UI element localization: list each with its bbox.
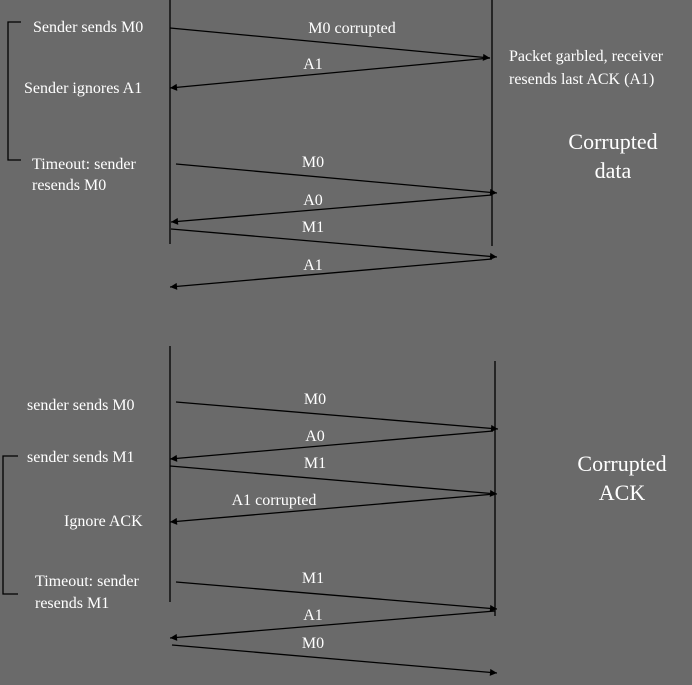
bottom-ignore-ack: Ignore ACK xyxy=(64,513,143,530)
bottom-timeout-line1: Timeout: sender xyxy=(35,573,139,590)
bottom-msg-label-m1: M1 xyxy=(303,455,327,472)
bottom-msg-label-m0-final: M0 xyxy=(301,635,325,652)
top-arrow-a0 xyxy=(170,194,493,225)
top-msg-label-m0: M0 xyxy=(301,154,325,171)
top-sender-sends-m0: Sender sends M0 xyxy=(33,19,144,36)
bottom-sender-sends-m1: sender sends M1 xyxy=(27,449,135,466)
section-corrupted-ack-line2: ACK xyxy=(598,480,646,505)
section-corrupted-data: Corrupted data xyxy=(568,127,657,185)
receiver-note-line1: Packet garbled, receiver xyxy=(509,48,664,65)
bottom-msg-label-a1: A1 xyxy=(303,607,323,624)
section-corrupted-ack: Corrupted ACK xyxy=(577,449,666,507)
bottom-timeout-line2: resends M1 xyxy=(35,595,110,612)
top-arrow-a1 xyxy=(169,57,491,91)
top-arrow-m0 xyxy=(175,163,498,196)
bottom-bracket xyxy=(2,455,18,595)
section-corrupted-data-line1: Corrupted xyxy=(568,129,658,154)
top-msg-label-m1: M1 xyxy=(301,219,325,236)
receiver-note-line2: resends last ACK (A1) xyxy=(509,71,655,88)
bottom-msg-label-m0: M0 xyxy=(303,391,327,408)
top-bracket xyxy=(7,21,21,161)
bottom-arrow-a0 xyxy=(169,430,494,462)
bottom-arrow-m0-final xyxy=(171,644,498,676)
top-sender-ignores-a1: Sender ignores A1 xyxy=(24,80,143,97)
section-corrupted-data-line2: data xyxy=(594,158,632,183)
top-arrow-m0-corrupted xyxy=(169,27,491,61)
bottom-arrow-a1-corrupted xyxy=(169,493,496,525)
top-msg-label-a0: A0 xyxy=(303,192,323,209)
top-msg-label-m0-corrupted: M0 corrupted xyxy=(308,20,396,37)
top-timeout-line1: Timeout: sender xyxy=(32,156,136,173)
bottom-arrow-m0 xyxy=(175,401,499,432)
bottom-arrow-m1-resend xyxy=(175,581,498,612)
bottom-sender-sends-m0: sender sends M0 xyxy=(27,397,135,414)
bottom-msg-label-a0: A0 xyxy=(305,428,325,445)
section-corrupted-ack-line1: Corrupted xyxy=(577,451,667,476)
top-arrow-m1 xyxy=(170,228,498,260)
bottom-arrow-a1 xyxy=(169,610,496,641)
top-msg-label-a1-final: A1 xyxy=(303,257,323,274)
bottom-arrow-m1 xyxy=(169,465,498,497)
top-timeout-line2: resends M0 xyxy=(32,177,107,194)
top-msg-label-a1: A1 xyxy=(303,56,323,73)
bottom-msg-label-m1-resend: M1 xyxy=(301,570,325,587)
top-arrow-a1-final xyxy=(169,258,493,290)
bottom-msg-label-a1-corrupted: A1 corrupted xyxy=(231,492,317,509)
